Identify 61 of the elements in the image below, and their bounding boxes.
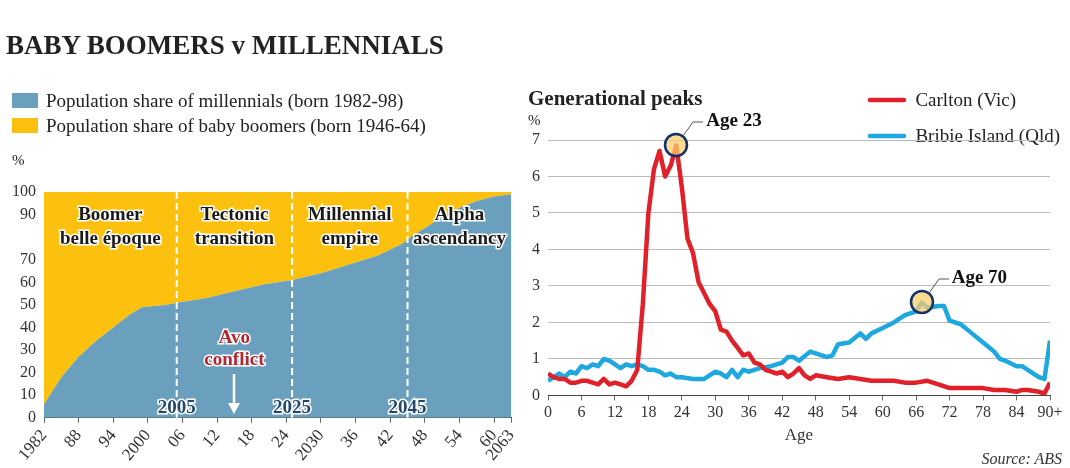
y-tick-label: 100 xyxy=(12,182,36,200)
ref-line-label: 2005 xyxy=(157,395,196,417)
chart-title: BABY BOOMERS v MILLENNIALS xyxy=(6,30,444,61)
x-tick-label: 6 xyxy=(577,403,586,421)
chart-title: Generational peaks xyxy=(528,86,703,111)
y-tick-label: 60 xyxy=(20,272,36,290)
y-tick-label: 40 xyxy=(20,317,36,335)
x-tick-label: 54 xyxy=(841,403,858,421)
x-tick-label: 94 xyxy=(94,425,121,451)
x-tick-label: 88 xyxy=(59,425,86,451)
legend-label: Carlton (Vic) xyxy=(915,89,1017,111)
legend-label: Population share of baby boomers (born 1946-64) xyxy=(46,114,426,137)
x-tick-label: 42 xyxy=(774,403,791,421)
annotation: Millennial empire xyxy=(308,203,392,248)
y-tick-label: 1 xyxy=(532,349,540,367)
x-tick-label: 24 xyxy=(267,425,294,451)
x-tick-label: 30 xyxy=(707,403,724,421)
x-tick-label: 48 xyxy=(807,403,824,421)
annotation: Avo conflict xyxy=(204,325,266,369)
x-tick-label: 36 xyxy=(336,425,363,451)
ref-line-label: 2025 xyxy=(273,395,312,417)
x-tick-label: 48 xyxy=(405,425,432,451)
x-tick-label: 72 xyxy=(941,403,958,421)
x-tick-label: 06 xyxy=(163,425,189,451)
annotation: Age 23 xyxy=(706,109,762,131)
y-tick-label: 4 xyxy=(532,239,540,257)
legend-label: Population share of millennials (born 1982-98) xyxy=(46,89,404,112)
y-tick-label: 5 xyxy=(532,203,540,221)
x-tick-label: 12 xyxy=(198,425,224,451)
y-tick-label: 7 xyxy=(532,130,540,148)
y-tick-label: 30 xyxy=(20,340,36,358)
x-tick-label: 90+ xyxy=(1037,403,1063,421)
annotation: Age 70 xyxy=(951,266,1008,288)
y-tick-label: 20 xyxy=(20,362,36,380)
x-tick-label: 24 xyxy=(673,403,690,421)
y-tick-label: 50 xyxy=(20,295,36,313)
annotation: Boomer belle époque xyxy=(59,203,161,248)
x-axis-title: Age xyxy=(784,425,814,445)
x-tick-label: 42 xyxy=(371,425,397,451)
y-tick-label: 3 xyxy=(532,276,540,294)
x-tick-label: 60 xyxy=(874,403,891,421)
x-tick-label: 66 xyxy=(908,403,925,421)
y-tick-label: 2 xyxy=(532,312,540,330)
source-note: Source: ABS xyxy=(981,450,1062,467)
y-axis-title: % xyxy=(528,112,541,129)
x-tick-label: 12 xyxy=(606,403,623,421)
x-tick-label: 54 xyxy=(440,425,467,451)
x-tick-label: 18 xyxy=(232,425,259,451)
y-tick-label: 10 xyxy=(20,385,36,403)
x-tick-label: 84 xyxy=(1008,403,1025,421)
y-tick-label: 6 xyxy=(532,166,540,184)
ref-line-label: 2045 xyxy=(388,395,427,417)
x-tick-label: 78 xyxy=(975,403,992,421)
x-tick-label: 18 xyxy=(640,403,657,421)
y-axis-title: % xyxy=(12,152,25,169)
annotation: Tectonic transition xyxy=(194,203,275,248)
y-tick-label: 0 xyxy=(532,385,540,403)
x-tick-label: 36 xyxy=(740,403,757,421)
y-tick-label: 70 xyxy=(20,249,36,267)
x-tick-label: 0 xyxy=(544,403,552,421)
y-tick-label: 90 xyxy=(20,204,36,222)
